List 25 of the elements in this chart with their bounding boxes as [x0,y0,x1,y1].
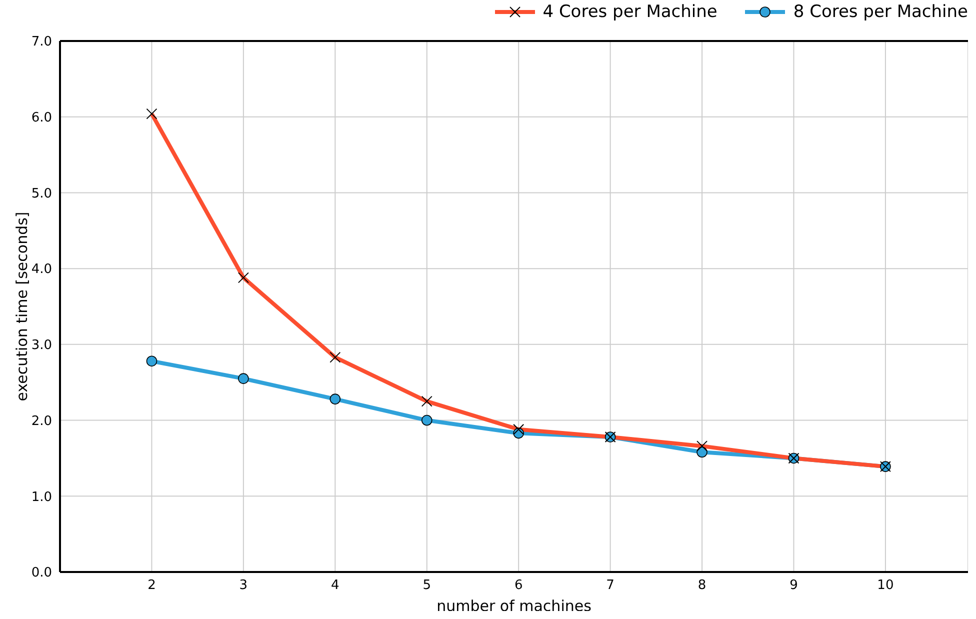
legend-label: 4 Cores per Machine [542,2,718,22]
point [238,373,249,384]
x-tick-label: 6 [514,578,523,594]
y-tick-label: 1.0 [31,490,52,505]
y-axis-title: execution time [seconds] [13,212,31,402]
x-tick-label: 7 [606,578,614,594]
y-tick-label: 6.0 [31,110,52,126]
x-tick-label: 10 [877,578,894,594]
x-tick-label: 9 [790,578,798,594]
x-axis-title: number of machines [436,597,592,615]
x-tick-label: 4 [331,578,340,594]
y-tick-label: 2.0 [31,414,52,429]
legend-label: 8 Cores per Machine [793,2,968,22]
y-tick-label: 7.0 [31,34,52,50]
y-tick-label: 5.0 [31,186,52,202]
point [146,356,158,367]
y-tick-label: 3.0 [31,338,52,354]
point [421,414,432,426]
x-tick-label: 2 [148,578,156,594]
y-tick-label: 0.0 [31,566,52,581]
x-tick-label: 5 [422,578,432,594]
x-tick-label: 8 [698,578,706,594]
y-tick-label: 4.0 [31,262,52,278]
point [330,394,341,404]
x-tick-label: 3 [239,578,248,594]
